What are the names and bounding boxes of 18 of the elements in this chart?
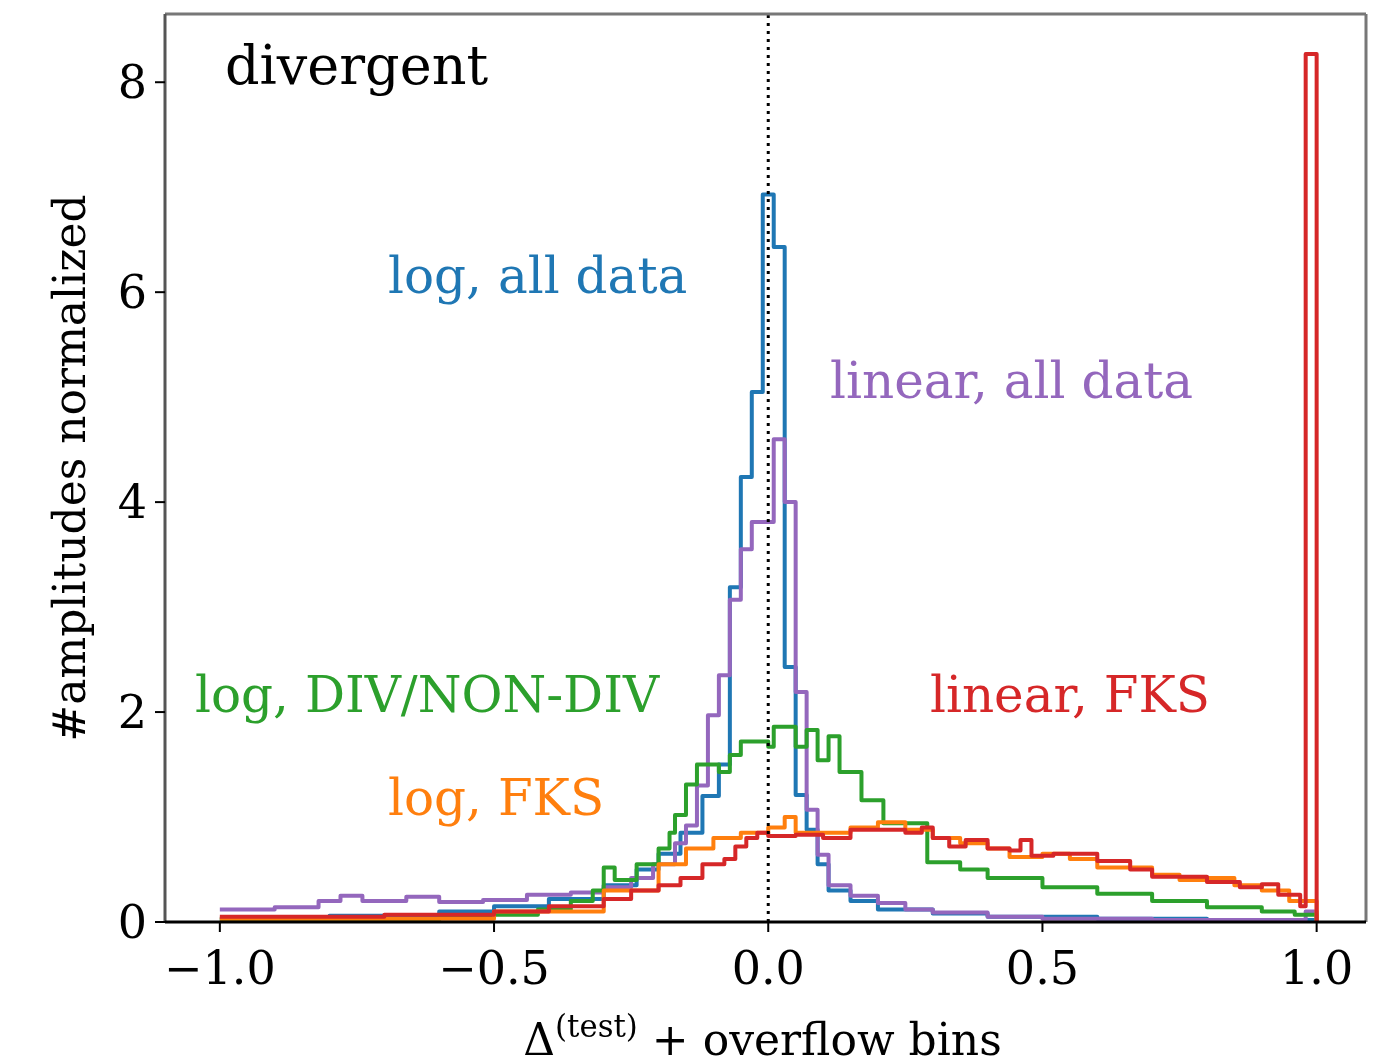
x-tick-label: −0.5 [438,941,550,995]
y-tick-label: 6 [117,265,147,320]
series-label: linear, all data [830,352,1194,410]
y-tick-label: 8 [117,55,147,110]
y-tick-label: 0 [117,895,147,949]
x-tick-label: −1.0 [163,941,276,995]
y-tick-label: 4 [117,475,147,530]
annotation: divergent [225,34,489,97]
series-label: log, FKS [388,769,605,827]
series-label: log, all data [388,247,688,305]
x-axis-title: Δ$^{(test)}$ + overflow bins [523,1008,1002,1063]
series-label: linear, FKS [929,666,1210,724]
x-tick-label: 1.0 [1280,941,1354,995]
y-axis-title: #amplitudes normalized [44,194,95,742]
x-tick-label: 0.5 [1005,941,1080,995]
x-tick-label: 0.0 [731,941,805,995]
y-tick-label: 2 [117,685,147,740]
series-label: log, DIV/NON-DIV [195,666,660,724]
